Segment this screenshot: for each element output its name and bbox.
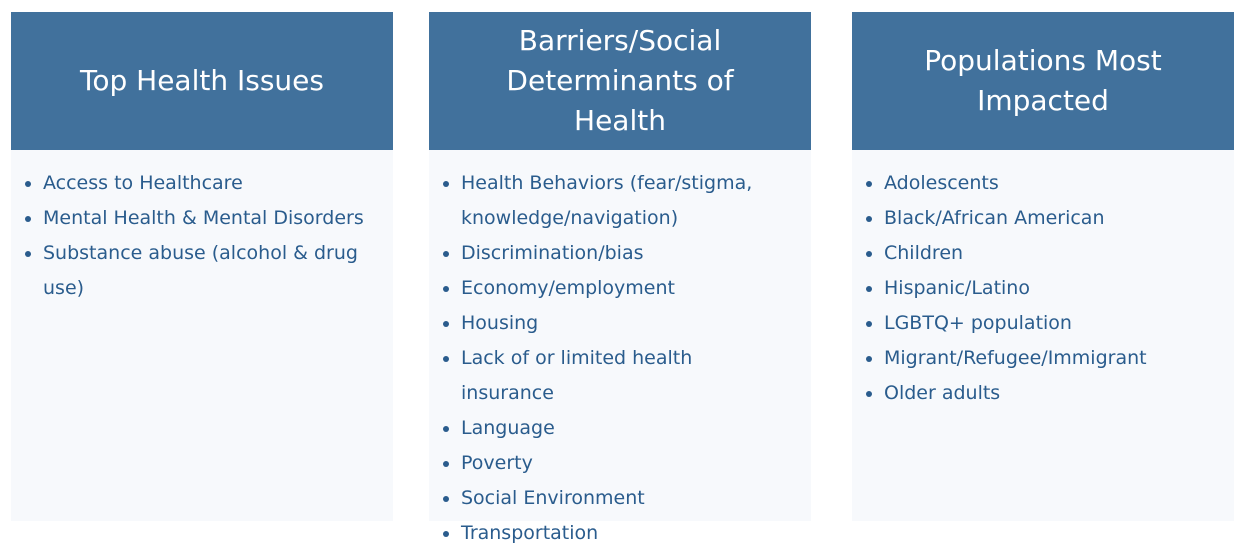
list-item: Poverty [461, 446, 791, 481]
list-item: Substance abuse (alcohol & drug use) [43, 236, 373, 306]
list-item: Children [884, 236, 1214, 271]
list-item: Language [461, 411, 791, 446]
column: Barriers/Social Determinants of Health He… [429, 12, 811, 544]
list-item: Migrant/Refugee/Immigrant [884, 341, 1214, 376]
item-list: Access to HealthcareMental Health & Ment… [11, 150, 393, 306]
list-item: Economy/employment [461, 271, 791, 306]
list-item: Health Behaviors (fear/stigma, knowledge… [461, 166, 791, 236]
list-item: Older adults [884, 376, 1214, 411]
page: Top Health IssuesAccess to HealthcareMen… [0, 0, 1238, 521]
list-item: Transportation [461, 516, 791, 551]
list-item: Access to Healthcare [43, 166, 373, 201]
list-item: Adolescents [884, 166, 1214, 201]
list-item: Mental Health & Mental Disorders [43, 201, 373, 236]
list-item: LGBTQ+ population [884, 306, 1214, 341]
item-list: AdolescentsBlack/African AmericanChildre… [852, 150, 1234, 411]
list-item: Housing [461, 306, 791, 341]
column-title: Populations Most Impacted [852, 12, 1234, 150]
list-item: Social Environment [461, 481, 791, 516]
column: Populations Most ImpactedAdolescentsBlac… [852, 12, 1234, 521]
column: Top Health IssuesAccess to HealthcareMen… [11, 12, 393, 521]
list-item: Hispanic/Latino [884, 271, 1214, 306]
list-item: Lack of or limited health insurance [461, 341, 791, 411]
list-item: Black/African American [884, 201, 1214, 236]
column-title: Barriers/Social Determinants of Health [429, 12, 811, 150]
column-title: Top Health Issues [11, 12, 393, 150]
item-list: Health Behaviors (fear/stigma, knowledge… [429, 150, 811, 551]
list-item: Discrimination/bias [461, 236, 791, 271]
